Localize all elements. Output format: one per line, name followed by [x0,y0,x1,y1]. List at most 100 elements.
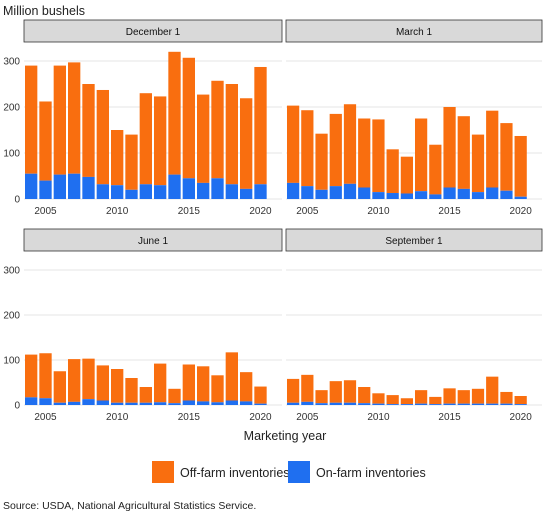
bar-off-farm [139,93,152,185]
bar-on-farm [125,402,138,405]
bar-off-farm [471,134,485,193]
bar-on-farm [111,185,124,199]
y-tick-label: 100 [3,356,20,367]
x-tick-label: 2020 [510,412,533,423]
bar-on-farm [225,184,238,199]
strip-label: September 1 [385,236,443,247]
bar-off-farm [125,378,138,403]
y-tick-label: 300 [3,57,20,68]
bar-on-farm [443,403,456,405]
bar-on-farm [197,182,210,199]
bar-off-farm [25,354,38,398]
bar-off-farm [486,376,499,404]
bar-on-farm [358,187,371,199]
x-tick-label: 2015 [438,206,461,217]
bar-off-farm [240,372,253,402]
strip [23,228,283,252]
bar-on-farm [25,397,38,405]
bar-off-farm [400,398,414,405]
bar-on-farm [429,404,442,405]
bar-on-farm [372,192,385,199]
bar-off-farm [182,364,195,401]
x-tick-label: 2010 [367,206,390,217]
bar-on-farm [68,173,81,199]
bar-on-farm [125,189,138,199]
strip-label: December 1 [126,27,181,38]
x-tick-label: 2015 [438,412,461,423]
y-tick-label: 300 [3,266,20,277]
bar-off-farm [111,369,124,403]
bar-off-farm [343,380,357,403]
bar-off-farm [39,101,52,181]
bar-off-farm [225,352,238,401]
bar-on-farm [53,402,66,405]
panel-september-1: September 1 2005 2010 2015 2020 [285,228,543,423]
bar-on-farm [500,403,513,405]
bar-on-farm [168,403,181,405]
bar-on-farm [486,187,499,199]
bar-off-farm [514,396,527,405]
bar-on-farm [197,401,210,405]
bar-off-farm [500,123,513,191]
strip-label: June 1 [138,236,168,247]
bar-off-farm [68,62,81,174]
bar-on-farm [39,180,52,199]
bar-off-farm [82,358,95,400]
bar-off-farm [514,135,527,197]
legend-swatch-on-farm [288,461,310,483]
bar-off-farm [53,65,66,175]
bar-on-farm [301,401,314,405]
bar-off-farm [443,107,456,188]
bar-off-farm [96,365,109,401]
bar-off-farm [315,133,328,190]
bar-on-farm [343,402,357,405]
bar-on-farm [39,398,52,405]
bar-off-farm [68,359,81,402]
bar-on-farm [154,402,167,405]
bar-on-farm [329,186,342,199]
bar-on-farm [82,399,95,405]
legend-label-on-farm: On-farm inventories [316,466,426,480]
bar-on-farm [286,402,300,405]
strip [285,228,543,252]
bar-on-farm [514,404,527,405]
bar-off-farm [471,388,485,404]
bar-on-farm [240,188,253,199]
bar-on-farm [486,403,499,405]
bar-on-farm [211,402,224,405]
y-tick-label: 200 [3,311,20,322]
bar-off-farm [372,393,385,404]
x-tick-label: 2015 [178,412,201,423]
bar-on-farm [211,178,224,199]
bar-on-farm [443,187,456,199]
y-axis-label: Million bushels [3,4,85,18]
bar-on-farm [358,403,371,405]
panel-march-1: March 1 2005 2010 2015 2020 [285,19,543,217]
bar-off-farm [386,395,399,405]
bar-on-farm [414,191,428,199]
x-tick-label: 2005 [34,412,57,423]
bar-on-farm [139,402,152,405]
bar-off-farm [168,388,181,404]
bar-off-farm [225,84,238,185]
x-tick-label: 2010 [106,412,129,423]
bar-off-farm [39,353,52,399]
y-tick-label: 0 [14,401,20,412]
bar-on-farm [471,192,485,199]
strip-label: March 1 [396,27,433,38]
bar-on-farm [414,403,428,405]
bar-off-farm [82,84,95,177]
bar-on-farm [386,404,399,405]
x-tick-label: 2020 [249,206,272,217]
bar-off-farm [53,371,66,403]
bar-off-farm [301,110,314,187]
bar-off-farm [286,378,300,403]
bar-on-farm [500,190,513,199]
bar-on-farm [182,400,195,405]
legend-label-off-farm: Off-farm inventories [180,466,290,480]
bar-off-farm [329,113,342,187]
bar-off-farm [457,116,470,189]
bar-off-farm [96,89,109,185]
x-tick-label: 2005 [296,206,319,217]
